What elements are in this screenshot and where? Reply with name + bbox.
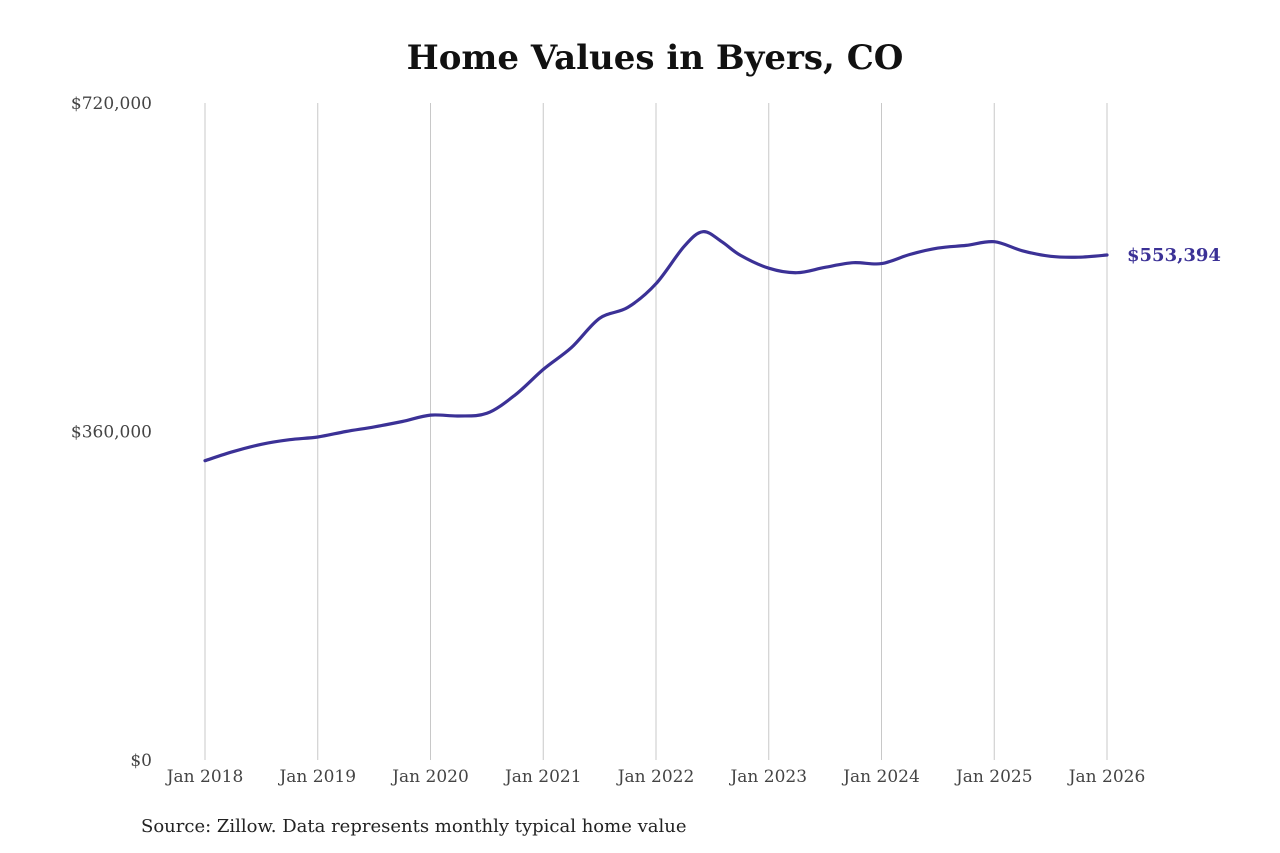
annotations: $553,394 [1127,245,1221,266]
x-tick-label: Jan 2023 [728,767,807,787]
end-value-label: $553,394 [1127,245,1221,266]
x-tick-label: Jan 2025 [954,767,1033,787]
y-axis-tick-labels: $0 $360,000 $720,000 [71,94,152,771]
x-tick-label: Jan 2021 [503,767,582,787]
x-tick-label: Jan 2026 [1067,767,1146,787]
series-line [203,230,1109,463]
x-tick-label: Jan 2019 [277,767,356,787]
x-axis-tick-labels: Jan 2018 Jan 2019 Jan 2020 Jan 2021 Jan 2022… [165,767,1146,787]
x-tick-label: Jan 2024 [841,767,920,787]
series-layer [203,230,1109,463]
y-tick-label: $720,000 [71,94,152,114]
x-tick-label: Jan 2022 [616,767,695,787]
y-tick-label: $360,000 [71,423,152,443]
grid-lines [204,103,1108,760]
y-tick-label: $0 [130,751,152,771]
source-note: Source: Zillow. Data represents monthly … [141,816,687,837]
x-tick-label: Jan 2018 [165,767,244,787]
x-tick-label: Jan 2020 [390,767,469,787]
chart-title: Home Values in Byers, CO [406,38,904,78]
